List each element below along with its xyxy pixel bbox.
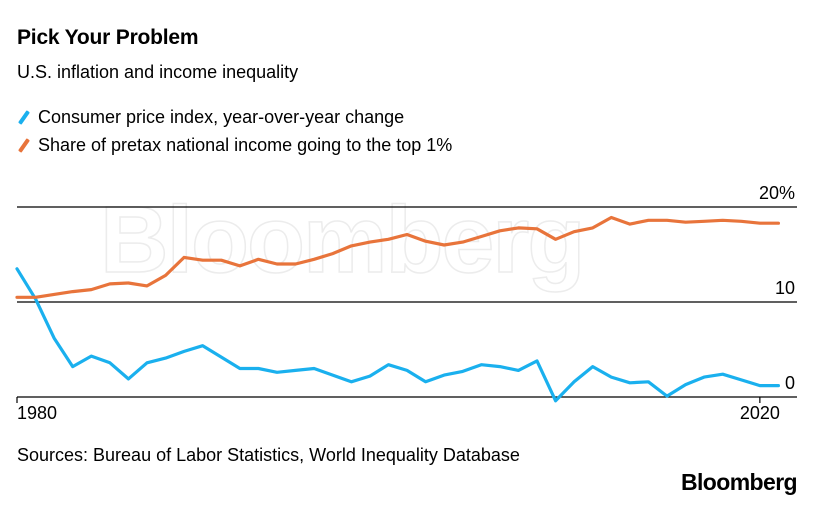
watermark-text: Bloomberg: [100, 187, 583, 293]
brand-logo: Bloomberg: [681, 469, 798, 495]
y-tick-label: 0: [785, 373, 795, 393]
legend-item-cpi: Consumer price index, year-over-year cha…: [17, 107, 404, 128]
source-note: Sources: Bureau of Labor Statistics, Wor…: [17, 445, 520, 465]
series-lines: [15, 215, 781, 403]
chart-subtitle: U.S. inflation and income inequality: [17, 62, 299, 82]
cpi-series-line: [15, 267, 781, 403]
legend-item-top1: Share of pretax national income going to…: [17, 135, 452, 156]
legend-label-top1: Share of pretax national income going to…: [38, 135, 453, 155]
legend-label-cpi: Consumer price index, year-over-year cha…: [38, 107, 405, 127]
x-tick-label: 1980: [17, 403, 57, 423]
y-axis-ticks: 20% 10 0: [759, 183, 795, 393]
chart-title: Pick Your Problem: [17, 26, 199, 49]
y-tick-label: 20%: [759, 183, 795, 203]
x-tick-label: 2020: [740, 403, 780, 423]
x-axis-ticks: 1980 2020: [16, 397, 780, 423]
y-tick-label: 10: [775, 278, 795, 298]
top1-share-series-line: [15, 215, 781, 299]
